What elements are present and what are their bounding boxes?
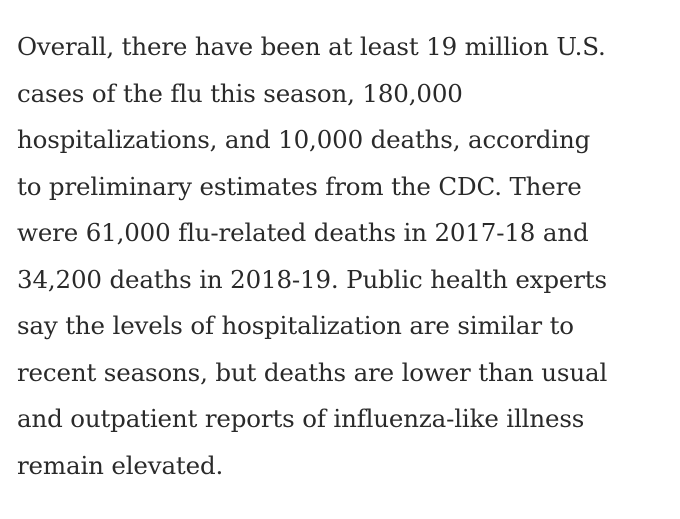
paragraph-line-2: cases of the flu this season, 180,000 [17,78,463,108]
paragraph-line-1: Overall, there have been at least 19 mil… [17,32,606,61]
paragraph-line-3: hospitalizations, and 10,000 deaths, acc… [17,125,591,154]
paragraph-line-7: say the levels of hospitalization are si… [17,311,574,340]
paragraph-line-5: were 61,000 flu-related deaths in 2017-1… [17,218,589,247]
paragraph-line-4: to preliminary estimates from the CDC. T… [17,171,582,201]
paragraph-line-6: 34,200 deaths in 2018-19. Public health … [17,264,607,294]
paragraph-line-8: recent seasons, but deaths are lower tha… [17,357,608,387]
paragraph-line-10: remain elevated. [17,450,224,480]
article-paragraph: Overall, there have been at least 19 mil… [17,24,660,489]
paragraph-line-9: and outpatient reports of influenza-like… [17,404,585,433]
